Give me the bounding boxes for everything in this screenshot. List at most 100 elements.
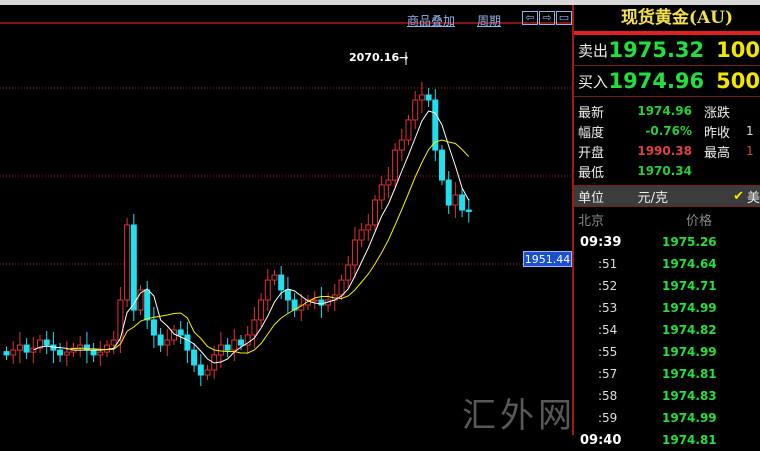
- tick-row: :54 1974.82: [574, 319, 760, 341]
- buy-label: 买入: [578, 72, 609, 91]
- candle-body: [244, 334, 251, 346]
- candle-body: [204, 369, 211, 376]
- col-time: 北京: [578, 213, 605, 229]
- sell-price: 1975.32: [608, 38, 705, 62]
- candle-body: [117, 299, 124, 341]
- candlestick-chart[interactable]: 商品叠加 周期 ⇦ ⇨ ▭ 2070.16→ 1951.44: [0, 5, 572, 435]
- sell-volume: 100: [716, 38, 760, 62]
- candle-body: [311, 299, 318, 302]
- tick-price: 1974.81: [662, 367, 717, 381]
- candle-body: [3, 351, 10, 356]
- candle-body: [10, 349, 17, 356]
- tick-price: 1974.64: [662, 257, 717, 271]
- candle-body: [378, 184, 385, 201]
- arrow-left-icon[interactable]: ⇦: [522, 11, 538, 25]
- watermark: 汇外网: [462, 396, 576, 436]
- tick-time: :55: [598, 345, 618, 359]
- candle-body: [338, 279, 345, 296]
- tick-time: :54: [598, 323, 618, 337]
- tick-list[interactable]: 09:39 1975.26 :51 1974.64 :52 1974.71:53 1974.…: [574, 231, 760, 451]
- candle-body: [224, 344, 231, 351]
- candle-body: [164, 339, 171, 346]
- ticks-header: 北京 价格: [574, 207, 760, 231]
- candle-body: [184, 334, 191, 351]
- candle-body: [452, 194, 459, 206]
- candle-body: [191, 349, 198, 366]
- period-link[interactable]: 周期: [477, 14, 502, 28]
- tick-time: 09:39: [580, 234, 622, 250]
- tick-row: :55 1974.99: [574, 341, 760, 363]
- quote-value: 1: [746, 124, 754, 138]
- tick-row: :52 1974.71: [574, 275, 760, 297]
- quote-label: 幅度: [578, 125, 605, 141]
- buy-volume: 500: [716, 69, 760, 93]
- chart-canvas: [0, 22, 572, 387]
- tick-price: 1974.81: [662, 433, 717, 447]
- peak-price-label: 2070.16→: [349, 51, 409, 64]
- candle-body: [130, 224, 137, 311]
- candle-body: [345, 264, 352, 281]
- quote-panel: 现货黄金(AU) 卖出 1975.32 100 买入 1974.96 500 最…: [572, 5, 760, 448]
- candle-body: [104, 344, 110, 353]
- candle-body: [412, 99, 419, 121]
- quote-label: 最新: [578, 105, 605, 121]
- candle-body: [418, 94, 425, 101]
- title-divider: [574, 31, 760, 35]
- candle-body: [392, 149, 399, 181]
- panel-toggle-icon[interactable]: ▭: [556, 11, 572, 25]
- quote-value: 1990.38: [637, 144, 692, 158]
- candle-body: [124, 224, 131, 301]
- unit-row: 单位 元/克 ✔ 美: [574, 185, 760, 207]
- candle-body: [251, 319, 258, 336]
- candle-body: [351, 239, 358, 266]
- candle-body: [43, 339, 50, 346]
- candle-body: [385, 179, 392, 186]
- candle-body: [97, 351, 104, 356]
- quote-row: 最新 1974.96 涨跌: [574, 101, 760, 121]
- tick-time: :58: [598, 389, 618, 403]
- sell-row: 卖出 1975.32 100: [574, 35, 760, 66]
- candle-body: [305, 299, 311, 306]
- tick-price: 1975.26: [662, 235, 717, 249]
- candle-body: [83, 344, 90, 351]
- quote-value: 1: [746, 144, 754, 158]
- candle-body: [405, 119, 412, 141]
- quote-value: 1970.34: [637, 164, 692, 178]
- candle-body: [157, 334, 164, 346]
- candle-body: [23, 344, 30, 353]
- quote-label: 昨收: [704, 125, 731, 141]
- arrow-right-icon[interactable]: ⇨: [539, 11, 555, 25]
- quote-label: 开盘: [578, 145, 605, 161]
- buy-price: 1974.96: [608, 69, 705, 93]
- candle-body: [110, 339, 117, 346]
- candle-body: [150, 319, 157, 336]
- tick-time: :51: [598, 257, 618, 271]
- quote-row: 开盘 1990.38 最高 1: [574, 141, 760, 161]
- currency-label[interactable]: 美: [746, 190, 760, 206]
- tick-row: :53 1974.99: [574, 297, 760, 319]
- tick-price: 1974.82: [662, 323, 717, 337]
- ma-line-10: [66, 139, 470, 354]
- window-top-edge: [0, 0, 760, 5]
- quote-label: 最高: [704, 145, 731, 161]
- quote-label: 涨跌: [704, 105, 731, 121]
- candle-body: [177, 329, 184, 336]
- quote-value: 1974.96: [637, 104, 692, 118]
- quote-value: -0.76%: [645, 124, 692, 138]
- candle-body: [365, 224, 372, 231]
- candle-body: [144, 289, 151, 321]
- tick-row: :58 1974.83: [574, 385, 760, 407]
- current-price-tag: 1951.44: [523, 251, 572, 267]
- tick-row: 09:39 1975.26: [574, 231, 760, 253]
- unit-value: 元/克: [637, 190, 669, 206]
- candle-body: [90, 349, 97, 356]
- tick-row: :57 1974.81: [574, 363, 760, 385]
- tick-time: :57: [598, 367, 618, 381]
- sell-label: 卖出: [578, 41, 609, 60]
- candle-body: [238, 339, 244, 346]
- tick-price: 1974.99: [662, 411, 717, 425]
- quote-row: 最低 1970.34: [574, 161, 760, 181]
- check-icon[interactable]: ✔: [733, 188, 744, 204]
- candle-body: [16, 344, 23, 351]
- overlay-link[interactable]: 商品叠加: [407, 14, 456, 28]
